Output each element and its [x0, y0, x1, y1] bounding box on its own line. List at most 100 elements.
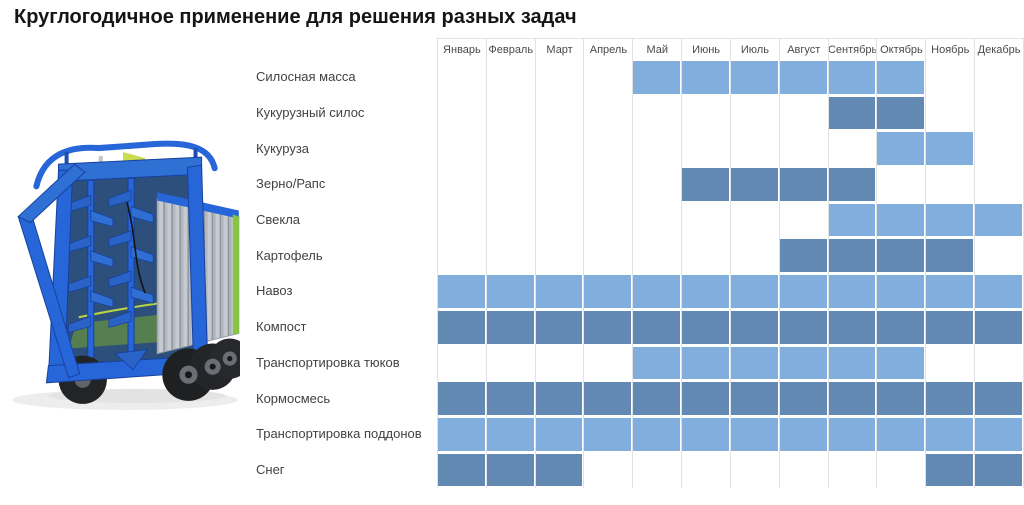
calendar-cell [437, 238, 486, 275]
calendar-cell [778, 238, 828, 275]
calendar-cell [681, 131, 730, 168]
calendar-row [437, 131, 1023, 168]
calendar-cell [485, 452, 535, 489]
calendar-cell [778, 309, 828, 346]
calendar-cell [681, 345, 730, 382]
calendar-cell [729, 95, 779, 132]
calendar-cell [827, 381, 877, 417]
calendar-cell [729, 202, 779, 239]
calendar-cell [974, 238, 1023, 275]
task-label: Кукурузный силос [256, 105, 365, 121]
calendar-cell [974, 95, 1023, 132]
calendar-cell [876, 238, 925, 275]
calendar-cell [729, 167, 779, 203]
calendar-cell [534, 416, 584, 453]
task-label: Транспортировка поддонов [256, 426, 422, 442]
calendar-cell [534, 131, 584, 168]
calendar-cell [632, 167, 681, 203]
calendar-cell [632, 238, 681, 275]
calendar-cell [583, 131, 632, 168]
calendar-cell [974, 274, 1023, 310]
calendar-cell [437, 416, 486, 453]
calendar-cell [778, 452, 828, 489]
calendar-cell [437, 381, 486, 417]
calendar-cell [583, 309, 632, 346]
calendar-cell [827, 452, 877, 489]
calendar-cell [583, 167, 632, 203]
calendar-cell [632, 202, 681, 239]
calendar-cell [437, 95, 486, 132]
calendar-cell [974, 167, 1023, 203]
calendar-cell [485, 416, 535, 453]
calendar-row [437, 202, 1023, 239]
calendar-cell [729, 345, 779, 382]
calendar-cell [827, 274, 877, 310]
month-header: Январь [437, 39, 486, 60]
left-brace [17, 163, 86, 379]
calendar-cell [778, 60, 828, 96]
calendar-cell [925, 131, 974, 168]
calendar-cell [827, 167, 877, 203]
calendar-cell [876, 167, 925, 203]
task-label: Компост [256, 319, 307, 335]
calendar-cell [729, 60, 779, 96]
month-header: Ноябрь [925, 39, 974, 60]
task-label: Зерно/Рапс [256, 176, 326, 192]
calendar-row [437, 452, 1023, 489]
page-title: Круглогодичное применение для решения ра… [14, 6, 577, 28]
calendar-cell [778, 274, 828, 310]
trailer-photo [12, 140, 240, 410]
calendar-row [437, 238, 1023, 275]
calendar-cell [437, 167, 486, 203]
calendar-cell [827, 309, 877, 346]
task-label: Картофель [256, 247, 323, 263]
calendar-cell [485, 309, 535, 346]
wheels-right [162, 338, 240, 401]
calendar-cell [778, 345, 828, 382]
calendar-cell [974, 416, 1023, 453]
calendar-cell [583, 452, 632, 489]
calendar-cell [632, 95, 681, 132]
calendar-cell [632, 452, 681, 489]
calendar-cell [778, 381, 828, 417]
calendar-cell [729, 381, 779, 417]
calendar-row [437, 381, 1023, 417]
calendar-cell [876, 131, 925, 168]
calendar-cell [485, 167, 535, 203]
calendar-cell [681, 381, 730, 417]
calendar-cell [974, 202, 1023, 239]
month-header: Сентябрь [827, 39, 876, 60]
calendar-cell [925, 202, 974, 239]
calendar-cell [485, 95, 535, 132]
task-labels: Силосная масса Кукурузный силос Кукуруза Зе… [256, 59, 436, 487]
calendar-cell [827, 202, 877, 239]
calendar-cell [827, 131, 877, 168]
calendar-cell [583, 202, 632, 239]
month-header: Август [778, 39, 828, 60]
calendar-cell [437, 345, 486, 382]
calendar-cell [778, 167, 828, 203]
calendar-cell [925, 274, 974, 310]
calendar-cell [729, 274, 779, 310]
calendar-cell [534, 202, 584, 239]
calendar-cell [925, 345, 974, 382]
calendar-cell [681, 238, 730, 275]
calendar-cell [876, 416, 925, 453]
month-header: Июль [729, 39, 779, 60]
calendar-cell [876, 309, 925, 346]
calendar-cell [681, 274, 730, 310]
calendar-row [437, 309, 1023, 346]
calendar-cell [778, 202, 828, 239]
calendar-cell [974, 309, 1023, 346]
calendar-cell [583, 60, 632, 96]
calendar-cell [925, 95, 974, 132]
calendar-cell [827, 238, 877, 275]
calendar-cell [632, 345, 681, 382]
calendar-row [437, 274, 1023, 310]
month-header: Декабрь [974, 39, 1023, 60]
calendar-cell [876, 345, 925, 382]
month-header: Май [632, 39, 681, 60]
calendar-cell [485, 202, 535, 239]
calendar-cell [925, 452, 974, 489]
calendar-cell [925, 60, 974, 96]
